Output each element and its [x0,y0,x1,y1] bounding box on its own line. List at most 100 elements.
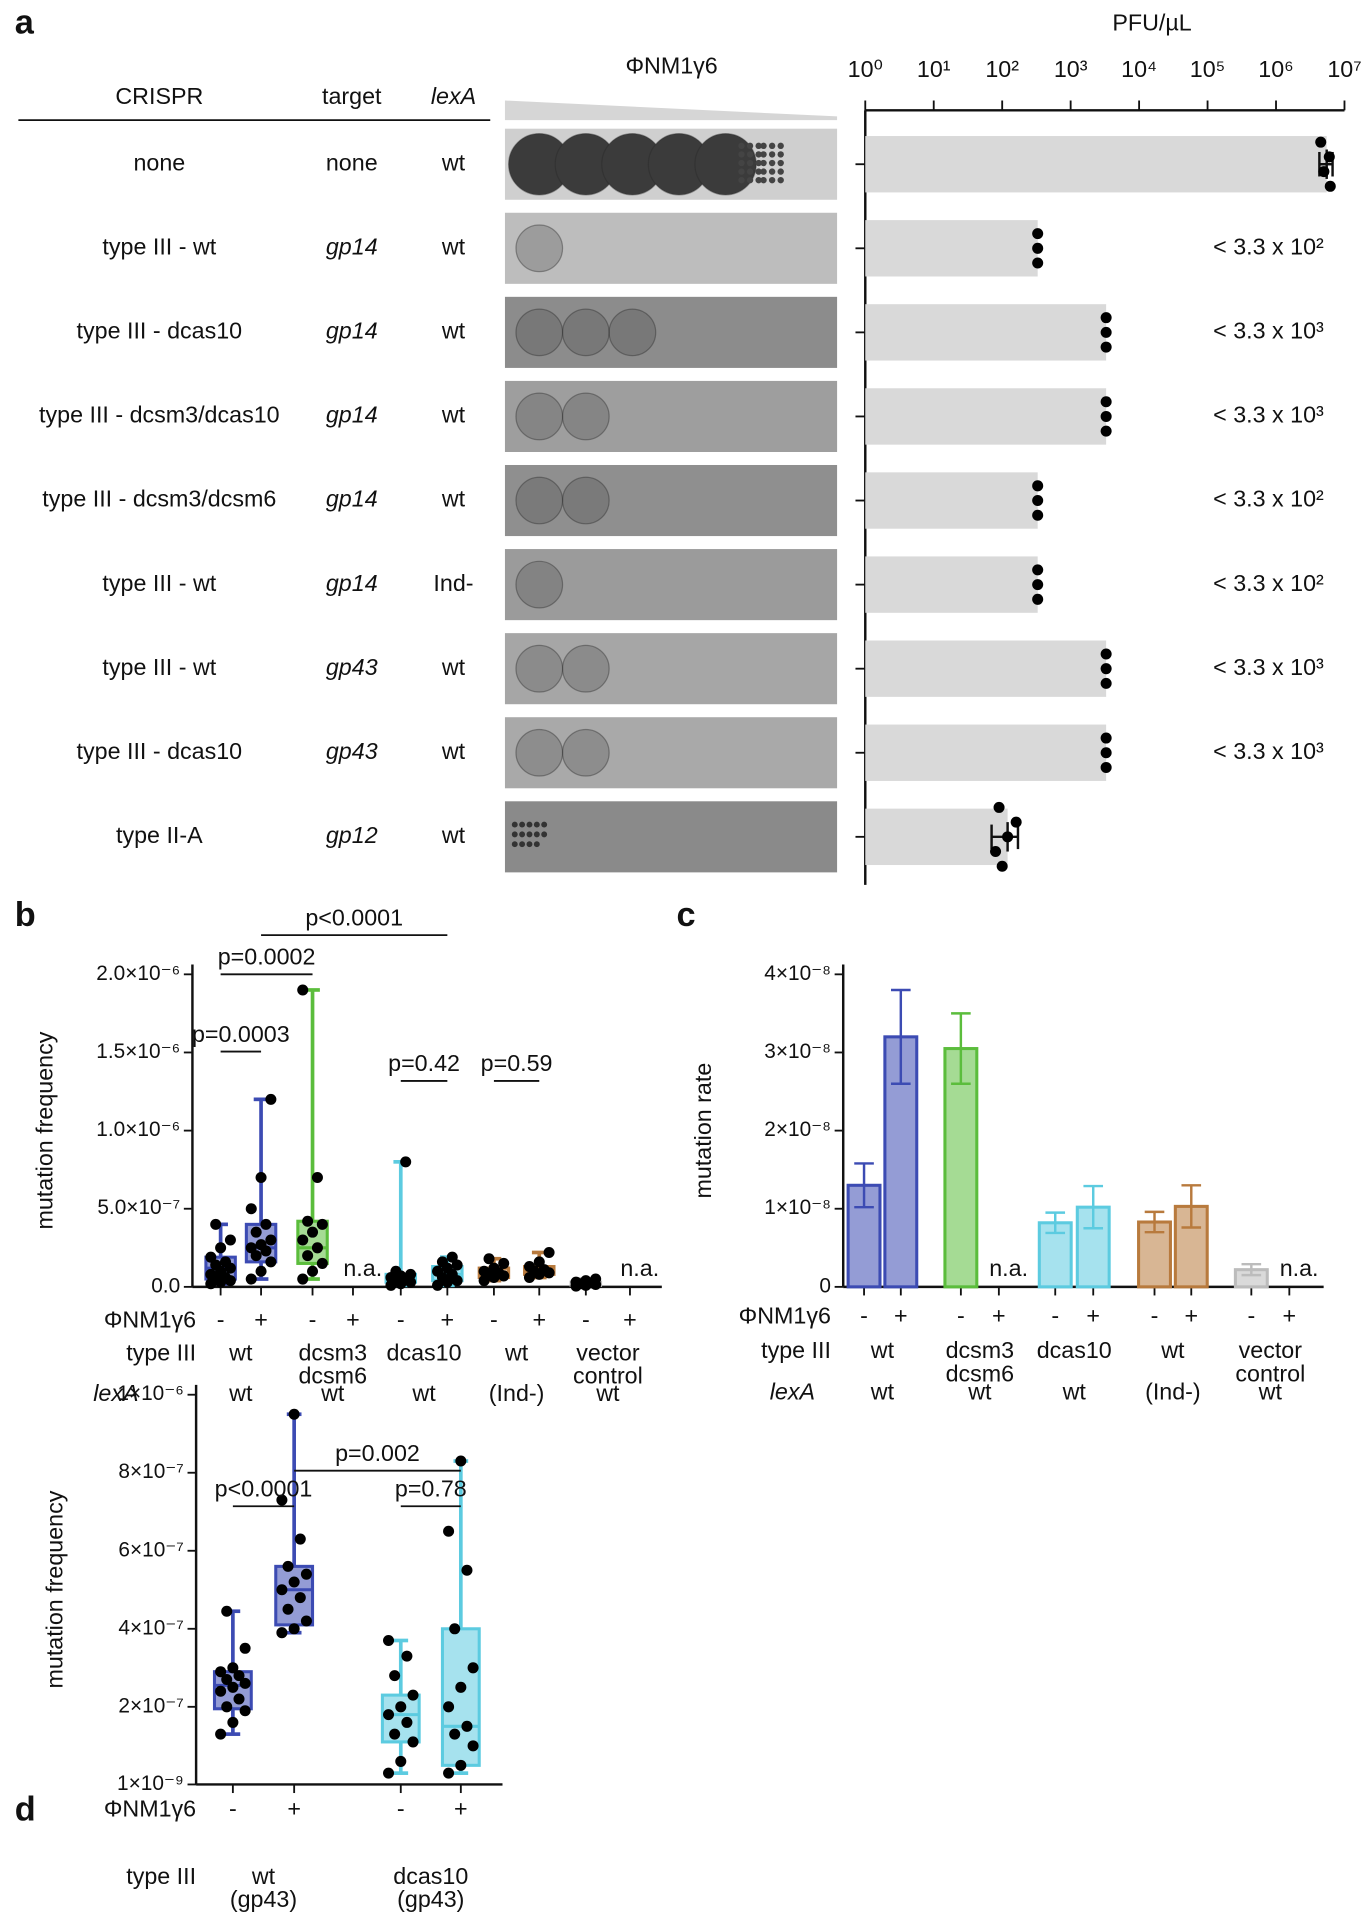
p-value: p=0.002 [335,1440,420,1466]
data-point [1032,509,1044,521]
plaque-spot [561,308,610,357]
data-point [316,1218,328,1230]
y-tick-label: 2×10⁻⁷ [118,1694,183,1717]
plaque-spot [746,142,754,150]
data-point [461,1564,473,1576]
data-point [276,1584,288,1596]
data-point [498,1257,510,1269]
x-tick-label: 10⁶ [1258,56,1293,82]
lexa-label: wt [441,654,466,680]
value-label: < 3.3 x 10³ [1213,402,1324,428]
x-tick-label: 10² [985,56,1019,82]
crispr-label: type III - wt [102,570,216,596]
plaque-spot [561,476,610,525]
na-label: n.a. [343,1255,382,1281]
plaque-spot [519,821,526,828]
target-label: gp12 [326,822,378,848]
value-label: < 3.3 x 10³ [1213,318,1324,344]
x-tick-label: - [490,1306,498,1332]
lexa-label: wt [228,1380,253,1406]
y-tick-label: 1×10⁻⁹ [117,1772,184,1795]
plaque-spot [515,476,564,525]
data-point [389,1670,401,1682]
bar [865,640,1107,697]
plaque-spot [526,821,533,828]
data-point [580,1275,592,1287]
plaque-spot [511,841,518,848]
y-tick-label: 1.5×10⁻⁶ [96,1040,180,1063]
group-label: dcas10 [387,1339,462,1365]
data-point [1032,242,1044,254]
group-label: wt [251,1863,276,1889]
data-point [543,1246,555,1259]
data-point [1100,410,1112,422]
y-tick-label: 3×10⁻⁸ [764,1040,831,1063]
p-value: p<0.0001 [215,1475,313,1501]
bar [865,388,1107,445]
data-point [383,1767,395,1779]
x-tick-label: + [346,1306,360,1332]
x-tick-label: 10⁷ [1327,56,1361,82]
data-point [288,1576,300,1588]
data-point [282,1603,294,1615]
data-point [288,1623,300,1635]
data-point [395,1701,407,1713]
p-value: p=0.0002 [218,944,316,970]
plaque-image [504,633,838,705]
lexa-label: wt [595,1380,620,1406]
data-point [300,1568,312,1580]
x-tick-label: - [1247,1303,1255,1329]
y-tick-label: 4×10⁻⁷ [118,1616,183,1639]
p-value: p=0.78 [395,1475,467,1501]
plaque-spot [694,132,757,196]
y-axis-title: mutation frequency [32,1031,58,1229]
row-label: ΦNM1γ6 [104,1306,196,1332]
group-label: control [573,1363,643,1389]
plaque-image [504,212,838,284]
data-point [996,860,1008,872]
x-tick-label: - [957,1303,965,1329]
plaque-spot [746,168,754,175]
lexa-label: wt [411,1380,436,1406]
data-point [265,1234,277,1246]
plaque-spot [738,151,745,158]
data-point [483,1253,495,1265]
group-label: wt [870,1337,895,1363]
plaque-image [504,380,838,452]
p-value: p=0.0003 [192,1021,290,1047]
plaque-spot [777,151,784,158]
target-label: gp14 [326,570,378,596]
lexa-label: wt [441,822,466,848]
p-value: p=0.59 [481,1050,553,1076]
crispr-label: none [133,149,185,175]
data-point [400,1156,412,1168]
plaque-image [504,464,838,537]
data-point [297,1234,309,1246]
x-tick-label: - [582,1306,590,1332]
group-label: wt [504,1339,529,1365]
plaque-image [504,549,838,621]
plaque-spot [746,159,754,167]
data-point [245,1242,257,1254]
data-point [227,1681,239,1693]
data-point [407,1689,419,1701]
plaque-spot [526,841,533,848]
plaque-spot [760,142,767,150]
plaque-spot [608,308,657,357]
crispr-label: type III - dcsm3/dcas10 [39,402,280,428]
lexa-label: wt [441,402,466,428]
data-point [1010,816,1022,828]
lexa-label: wt [320,1380,345,1406]
data-point [1100,326,1112,338]
data-point [1100,747,1112,759]
data-point [1324,180,1336,192]
data-point [307,1265,319,1277]
value-label: < 3.3 x 10² [1213,486,1324,512]
y-tick-label: 6×10⁻⁷ [118,1538,183,1561]
data-point [297,1273,309,1285]
lexa-label: wt [441,486,466,512]
data-point [294,1533,306,1545]
value-label: < 3.3 x 10² [1213,570,1324,596]
data-point [221,1605,233,1617]
data-point [1100,341,1112,353]
